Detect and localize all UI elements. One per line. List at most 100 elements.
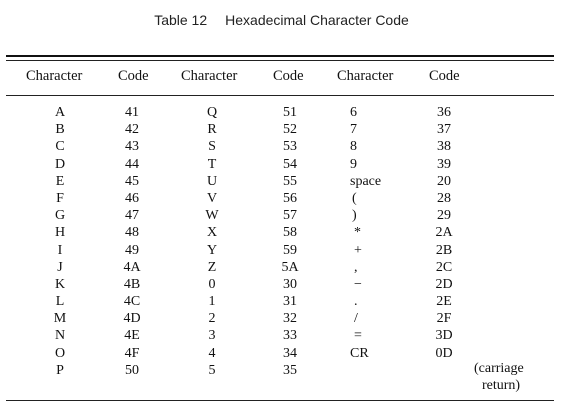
- code-cell: 28: [437, 190, 451, 206]
- character-cell: Z: [207, 259, 217, 275]
- code-cell: 54: [283, 156, 297, 172]
- note-line-2: return): [482, 378, 521, 394]
- header-code-2: Code: [273, 68, 304, 84]
- character-cell: X: [206, 225, 218, 241]
- code-cell: 29: [437, 208, 451, 224]
- character-cell: 0: [208, 276, 216, 292]
- top-rule: [6, 55, 554, 57]
- code-cell: 42: [125, 122, 139, 138]
- character-cell: ): [352, 208, 357, 224]
- character-cell: C: [55, 139, 65, 155]
- code-cell: 39: [437, 156, 451, 172]
- character-cell: S: [208, 139, 216, 155]
- note-line-1: (carriage: [474, 361, 524, 376]
- code-column-1: 41 42 43 44 45 46 47 48 49 4A 4B 4C 4D 4E 4F 50: [112, 104, 152, 379]
- character-cell: 6: [350, 105, 357, 120]
- code-cell: 2C: [435, 259, 453, 275]
- code-cell: 4E: [124, 328, 140, 344]
- code-cell: 3D: [435, 328, 453, 344]
- code-column-3: 36 37 38 39 20 28 29 2A 2B 2C 2D 2E 2F 3D 0D: [424, 104, 464, 379]
- header-character-3: Character: [337, 68, 394, 84]
- code-cell: 53: [283, 139, 297, 155]
- code-cell: 56: [283, 190, 297, 206]
- character-cell: K: [54, 276, 66, 292]
- code-cell: 45: [125, 173, 139, 189]
- character-cell: Y: [206, 242, 218, 258]
- code-cell: 2B: [435, 242, 453, 258]
- character-cell: 1: [208, 294, 216, 310]
- character-cell: 7: [350, 122, 357, 138]
- code-cell: 37: [437, 122, 451, 138]
- character-cell: −: [354, 276, 362, 292]
- code-cell: 2F: [436, 311, 452, 327]
- table-caption: Table 12 Hexadecimal Character Code: [0, 12, 563, 28]
- code-cell: 32: [283, 311, 297, 327]
- code-cell: 43: [125, 139, 139, 155]
- character-column-3: 6 7 8 9 space() * +, −. / = CR: [350, 104, 410, 379]
- character-cell: 4: [208, 345, 216, 361]
- character-cell: T: [207, 156, 217, 172]
- character-cell: .: [354, 294, 358, 310]
- character-cell: O: [54, 345, 66, 361]
- character-cell: 8: [350, 139, 357, 155]
- code-cell: 30: [283, 276, 297, 292]
- carriage-return-note: (carriage return): [474, 360, 524, 394]
- code-cell: 51: [283, 105, 297, 120]
- character-cell: [350, 362, 410, 379]
- character-cell: /: [354, 311, 358, 327]
- code-cell: 20: [437, 173, 451, 189]
- character-cell: L: [55, 294, 65, 310]
- code-cell: 31: [283, 294, 297, 310]
- bottom-rule: [6, 400, 554, 401]
- code-cell: 2A: [435, 225, 453, 241]
- character-cell: 5: [208, 362, 216, 378]
- character-cell: +: [354, 242, 362, 258]
- character-cell: J: [57, 259, 63, 275]
- character-cell: G: [54, 208, 66, 224]
- code-cell: 44: [125, 156, 139, 172]
- header-character-2: Character: [181, 68, 238, 84]
- code-cell: 52: [283, 122, 297, 138]
- code-cell: 0D: [435, 345, 453, 361]
- character-cell: A: [54, 105, 66, 120]
- code-cell: 46: [125, 190, 139, 206]
- character-cell: F: [56, 190, 64, 206]
- code-cell: 48: [125, 225, 139, 241]
- header-code-3: Code: [429, 68, 460, 84]
- character-cell: I: [57, 242, 63, 258]
- character-cell: (: [352, 190, 357, 206]
- header-rule: [6, 95, 554, 96]
- character-cell: H: [54, 225, 66, 241]
- character-cell: M: [53, 311, 67, 327]
- code-cell: 2D: [435, 276, 453, 292]
- table-number: Table 12: [154, 12, 208, 28]
- character-cell: CR: [350, 345, 369, 361]
- code-cell: 4C: [123, 294, 141, 310]
- code-cell: 38: [437, 139, 451, 155]
- code-cell: 34: [283, 345, 297, 361]
- character-cell: U: [206, 173, 218, 189]
- character-cell: N: [54, 328, 66, 344]
- code-cell: 4D: [123, 311, 141, 327]
- code-cell: 36: [437, 105, 451, 120]
- code-cell: 5A: [281, 259, 299, 275]
- code-cell: 58: [283, 225, 297, 241]
- code-cell: 4F: [124, 345, 140, 361]
- code-cell: 49: [125, 242, 139, 258]
- character-cell: R: [207, 122, 217, 138]
- code-cell: 59: [283, 242, 297, 258]
- character-cell: P: [56, 362, 64, 378]
- code-cell: 41: [125, 105, 139, 120]
- character-cell: V: [206, 190, 218, 206]
- code-cell: [424, 362, 464, 379]
- character-cell: W: [205, 208, 219, 224]
- code-column-2: 51 52 53 54 55 56 57 58 59 5A 30 31 32 33 34 35: [270, 104, 310, 379]
- code-cell: 33: [283, 328, 297, 344]
- character-cell: ,: [354, 259, 358, 275]
- table-title: Hexadecimal Character Code: [225, 12, 409, 28]
- character-cell: =: [354, 328, 362, 344]
- character-cell: space: [350, 173, 382, 189]
- top-rule-inner: [6, 60, 554, 61]
